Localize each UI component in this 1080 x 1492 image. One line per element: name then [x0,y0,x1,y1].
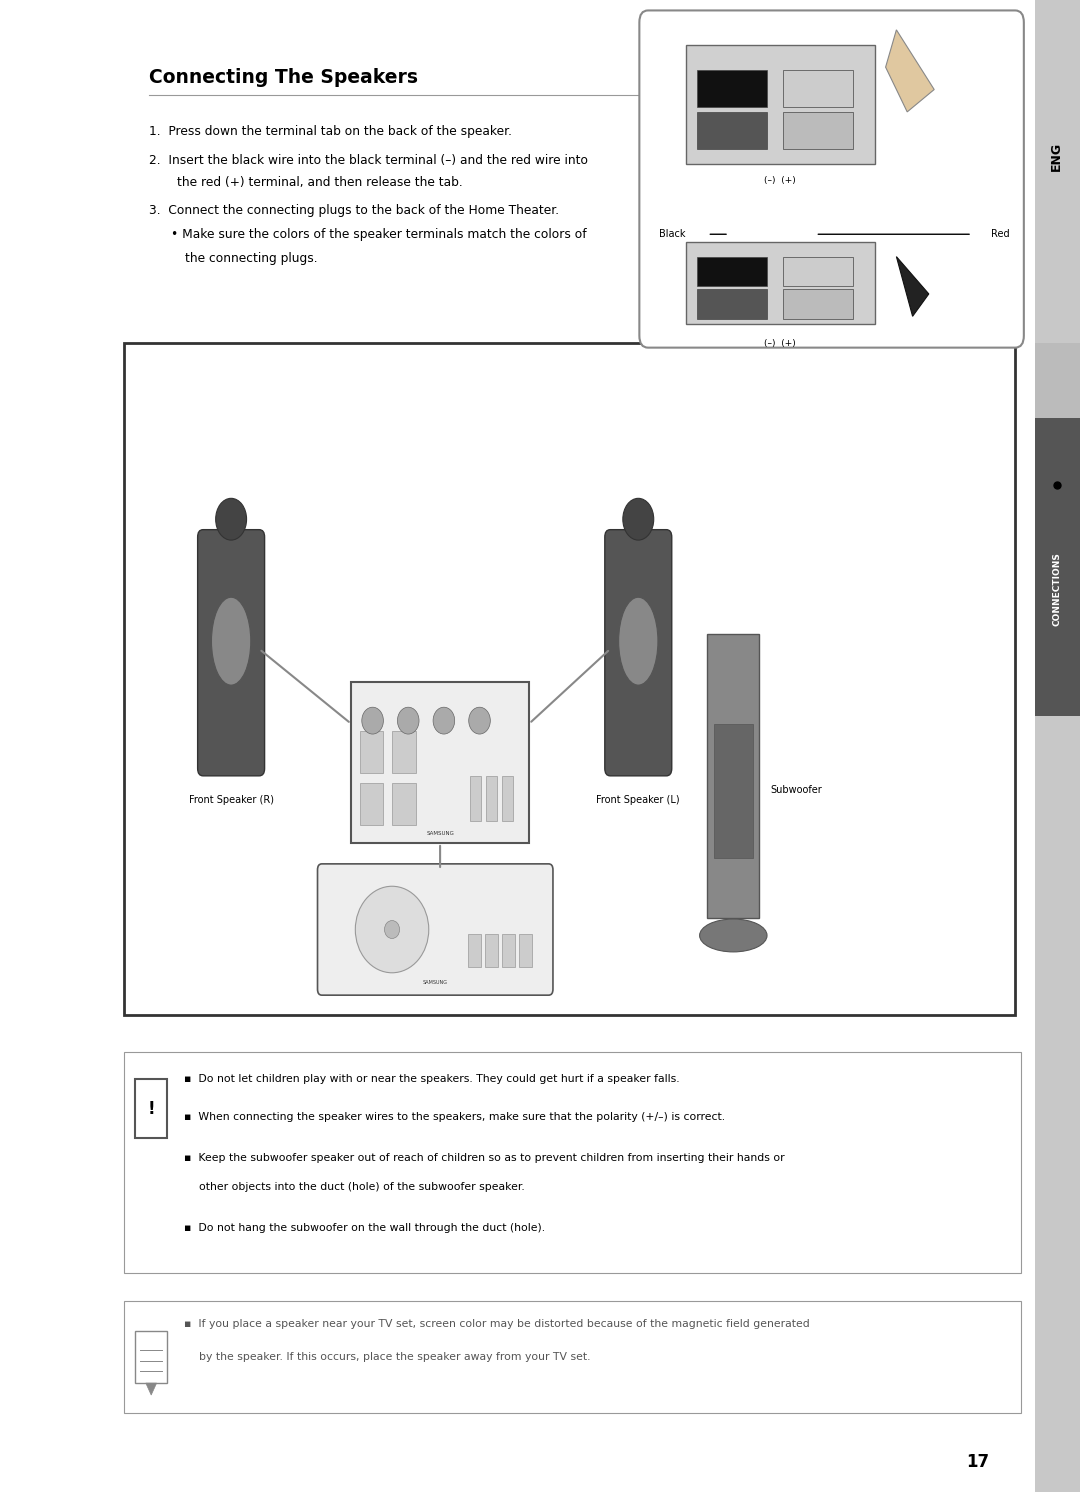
Bar [697,289,767,319]
FancyBboxPatch shape [198,530,265,776]
Bar [686,45,875,164]
Text: ▪  When connecting the speaker wires to the speakers, make sure that the polarit: ▪ When connecting the speaker wires to t… [184,1112,725,1122]
Bar [502,934,515,967]
Bar [686,242,875,324]
Text: ▪  Do not let children play with or near the speakers. They could get hurt if a : ▪ Do not let children play with or near … [184,1074,679,1085]
Polygon shape [896,257,929,316]
Text: Connecting The Speakers: Connecting The Speakers [149,69,418,87]
FancyBboxPatch shape [605,530,672,776]
Text: Red: Red [991,230,1010,239]
Bar [124,343,1015,1015]
Text: SAMSUNG: SAMSUNG [422,980,448,985]
Ellipse shape [355,886,429,973]
Bar [707,634,759,918]
Ellipse shape [433,707,455,734]
Text: CONNECTIONS: CONNECTIONS [1052,552,1062,627]
Text: Front Speaker (L): Front Speaker (L) [596,795,680,806]
Bar [360,783,383,825]
Ellipse shape [384,921,400,938]
Text: other objects into the duct (hole) of the subwoofer speaker.: other objects into the duct (hole) of th… [199,1182,525,1192]
Ellipse shape [397,707,419,734]
Polygon shape [886,30,934,112]
Bar [714,724,753,858]
Bar [1035,418,1080,716]
Bar [468,934,481,967]
Bar [697,257,767,286]
FancyBboxPatch shape [639,10,1024,348]
Bar [392,783,416,825]
Bar [1035,0,1080,1492]
Bar [124,1301,1021,1413]
Bar [124,1052,1021,1273]
Bar [1035,343,1080,418]
Text: • Make sure the colors of the speaker terminals match the colors of: • Make sure the colors of the speaker te… [171,228,586,242]
Bar [470,776,481,821]
FancyBboxPatch shape [318,864,553,995]
Text: ▪  Keep the subwoofer speaker out of reach of children so as to prevent children: ▪ Keep the subwoofer speaker out of reac… [184,1153,784,1164]
Bar [135,1079,167,1138]
Bar [486,776,497,821]
Ellipse shape [469,707,490,734]
Text: the connecting plugs.: the connecting plugs. [185,252,318,266]
Bar [485,934,498,967]
Bar [697,112,767,149]
Text: ENG: ENG [1050,142,1064,172]
Ellipse shape [623,498,653,540]
Text: 1.  Press down the terminal tab on the back of the speaker.: 1. Press down the terminal tab on the ba… [149,125,512,139]
Bar [135,1331,167,1383]
Bar [502,776,513,821]
Ellipse shape [700,919,767,952]
Text: Black: Black [659,230,686,239]
Text: ▪  Do not hang the subwoofer on the wall through the duct (hole).: ▪ Do not hang the subwoofer on the wall … [184,1223,544,1234]
Text: 3.  Connect the connecting plugs to the back of the Home Theater.: 3. Connect the connecting plugs to the b… [149,204,559,218]
Bar [697,70,767,107]
Polygon shape [146,1383,157,1395]
Text: 17: 17 [966,1453,989,1471]
Bar [519,934,532,967]
Text: SAMSUNG: SAMSUNG [427,831,454,836]
Bar [783,289,853,319]
Bar [783,70,853,107]
Bar [783,257,853,286]
Bar [783,112,853,149]
Ellipse shape [362,707,383,734]
Ellipse shape [619,597,658,685]
Bar [392,731,416,773]
Text: (–)  (+): (–) (+) [765,176,796,185]
Text: Subwoofer: Subwoofer [770,785,822,795]
Text: ▪  If you place a speaker near your TV set, screen color may be distorted becaus: ▪ If you place a speaker near your TV se… [184,1319,809,1329]
Text: !: ! [147,1100,156,1118]
Text: 2.  Insert the black wire into the black terminal (–) and the red wire into: 2. Insert the black wire into the black … [149,154,588,167]
Text: by the speaker. If this occurs, place the speaker away from your TV set.: by the speaker. If this occurs, place th… [199,1352,591,1362]
Ellipse shape [216,498,246,540]
Ellipse shape [212,597,251,685]
Text: the red (+) terminal, and then release the tab.: the red (+) terminal, and then release t… [177,176,463,189]
Bar [351,682,529,843]
Text: Front Speaker (R): Front Speaker (R) [189,795,273,806]
Text: (–)  (+): (–) (+) [765,339,796,348]
Bar [360,731,383,773]
